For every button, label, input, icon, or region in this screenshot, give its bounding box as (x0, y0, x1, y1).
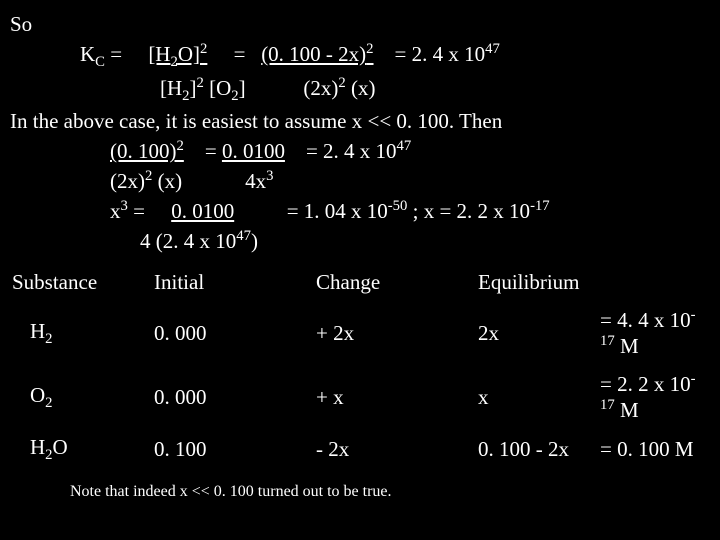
cell-initial: 0. 100 (154, 429, 316, 470)
col-initial: Initial (154, 264, 316, 301)
kc-value: = 2. 4 x 1047 (389, 42, 500, 66)
cell-change: + 2x (316, 301, 478, 365)
eq-sign: = (234, 42, 246, 66)
intro-text: So (10, 12, 710, 37)
cell-eq-val: = 4. 4 x 10-17 M (600, 301, 710, 365)
table-header-row: Substance Initial Change Equilibrium (12, 264, 710, 301)
assume-text: In the above case, it is easiest to assu… (10, 109, 710, 134)
step4: 4 (2. 4 x 1047) (10, 228, 710, 254)
step2: (2x)2 (x) 4x3 (10, 168, 710, 194)
cell-eq-val: = 2. 2 x 10-17 M (600, 365, 710, 429)
cell-substance: O2 (12, 365, 154, 429)
cell-eq-expr: x (478, 365, 600, 429)
col-change: Change (316, 264, 478, 301)
cell-change: + x (316, 365, 478, 429)
step1: (0. 100)2 = 0. 0100 = 2. 4 x 1047 (10, 138, 710, 164)
kc-denom-right: (2x)2 (x) (303, 76, 375, 100)
cell-eq-expr: 0. 100 - 2x (478, 429, 600, 470)
cell-substance: H2 (12, 301, 154, 365)
col-substance: Substance (12, 264, 154, 301)
ice-table: Substance Initial Change Equilibrium H2 … (12, 264, 710, 470)
cell-initial: 0. 000 (154, 301, 316, 365)
table-row: O2 0. 000 + x x = 2. 2 x 10-17 M (12, 365, 710, 429)
col-equilibrium: Equilibrium (478, 264, 710, 301)
table-row: H2O 0. 100 - 2x 0. 100 - 2x = 0. 100 M (12, 429, 710, 470)
kc-rhs-num: (0. 100 - 2x)2 (261, 42, 373, 66)
footnote: Note that indeed x << 0. 100 turned out … (70, 483, 710, 501)
cell-eq-val: = 0. 100 M (600, 429, 710, 470)
kc-sym: KC = (80, 42, 127, 66)
kc-denom-left: [H2]2 [O2] (160, 76, 246, 100)
cell-eq-expr: 2x (478, 301, 600, 365)
cell-change: - 2x (316, 429, 478, 470)
step3: x3 = 0. 0100 = 1. 04 x 10-50 ; x = 2. 2 … (10, 198, 710, 224)
table-row: H2 0. 000 + 2x 2x = 4. 4 x 10-17 M (12, 301, 710, 365)
kc-numerator: [H2O]2 (148, 42, 207, 66)
cell-initial: 0. 000 (154, 365, 316, 429)
kc-line1: KC = [H2O]2 = (0. 100 - 2x)2 = 2. 4 x 10… (10, 41, 710, 71)
cell-substance: H2O (12, 429, 154, 470)
kc-line2: [H2]2 [O2] (2x)2 (x) (10, 75, 710, 105)
